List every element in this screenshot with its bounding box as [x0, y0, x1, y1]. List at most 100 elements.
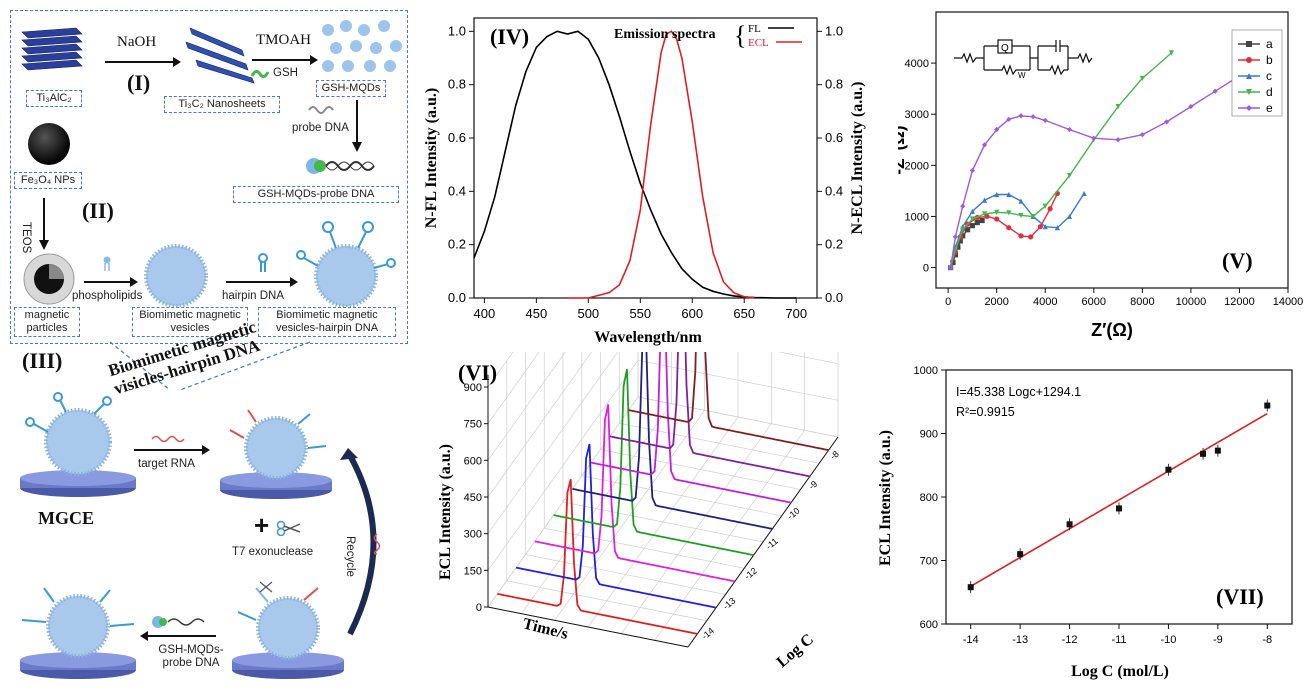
- y-tick-label: 900: [920, 429, 938, 441]
- electrode-vesicle-3-icon: [20, 587, 136, 679]
- mqds-dots-icon: [322, 20, 402, 72]
- y-tick-label-left: 0.8: [448, 77, 466, 92]
- series-e: [947, 60, 1262, 271]
- legend-label: d: [1266, 85, 1273, 99]
- data-point: [1139, 75, 1145, 82]
- arrow-tmoah-icon: [252, 55, 318, 65]
- arrow-left-icon: [140, 631, 216, 641]
- probe-dna-label: probe DNA: [292, 122, 349, 134]
- panel-VI-ylabel: ECL Intensity (a.u.): [437, 444, 454, 580]
- legend-label: a: [1266, 37, 1273, 51]
- hairpin-dna-label: hairpin DNA: [222, 290, 284, 302]
- y-tick-label-left: 0.2: [448, 237, 466, 252]
- recycle-label: Recycle: [344, 536, 356, 577]
- equivalent-circuit-icon: [954, 39, 1093, 76]
- nanosheets-box: Ti₃C₂ Nanosheets: [164, 96, 280, 113]
- nanosheets-icon: [185, 27, 255, 84]
- panel-IV-frame: [473, 17, 818, 299]
- panel-IV-xlabel: Wavelength/nm: [594, 329, 702, 346]
- data-point: [1246, 57, 1252, 63]
- dashed-connector: [109, 341, 311, 391]
- data-point: [1042, 203, 1048, 209]
- x-tick-label: -10: [1160, 634, 1176, 646]
- data-point: [1188, 103, 1194, 110]
- panel-V-ylabel: -Z″(Ω): [898, 125, 908, 174]
- y-tick-label-left: 1.0: [448, 23, 466, 38]
- z-axis: [687, 436, 839, 648]
- label-I: (I): [127, 70, 151, 95]
- y-tick-label: 600: [920, 619, 938, 631]
- y-tick-label-left: 0.6: [448, 130, 466, 145]
- y-tick-label: 750: [464, 419, 482, 431]
- legend-label: b: [1266, 53, 1273, 67]
- data-point: [1006, 116, 1012, 122]
- y-tick-label: 4000: [905, 58, 929, 70]
- series-line: [949, 62, 1260, 268]
- label-II: (II): [82, 198, 114, 223]
- x-tick-label: 600: [681, 306, 703, 321]
- ecl-trace: [609, 263, 811, 478]
- phospholipid-icon: [103, 256, 111, 271]
- magnetic-particles-box: magnetic particles: [14, 307, 80, 337]
- data-point: [1168, 50, 1175, 56]
- panel-VI-xlabel: Time/s: [521, 615, 570, 643]
- y-tick-label-right: 0.6: [825, 130, 843, 145]
- x-tick-label: 700: [785, 306, 807, 321]
- electrode-vesicle-2-icon: [220, 409, 332, 499]
- phospholipids-label: phospholipids: [72, 290, 143, 302]
- data-point: [1047, 206, 1053, 212]
- panel-IV-chart: 400 450 500 550 600 650 700 0.0 0.2 0.4 0.6 0.8 1.0 0…: [423, 17, 866, 346]
- ecl-trace: [628, 219, 829, 451]
- data-point: [960, 203, 966, 209]
- data-point: [1091, 135, 1097, 141]
- tmoah-label: TMOAH: [256, 32, 311, 48]
- data-point: [981, 211, 988, 217]
- data-point: [1214, 447, 1221, 454]
- x-tick-label: 500: [577, 306, 599, 321]
- data-point: [960, 233, 966, 239]
- ecl-trace: [534, 404, 736, 583]
- x-tick-label: 400: [474, 306, 496, 321]
- ecl-trace: [572, 324, 773, 530]
- data-point: [1042, 117, 1048, 123]
- panel-VI-label: (VI): [458, 360, 497, 385]
- t7-label: T7 exonuclease: [232, 546, 314, 558]
- gsh-label: GSH: [273, 67, 298, 79]
- rna-small-icon: [373, 533, 381, 555]
- data-point: [1264, 402, 1271, 409]
- data-point: [1081, 190, 1087, 197]
- y-tick-label: 700: [920, 556, 938, 568]
- x-tick-label: -13: [1012, 634, 1028, 646]
- target-rna-icon: [151, 435, 185, 443]
- data-point: [1066, 126, 1073, 133]
- series-line: [949, 193, 1085, 268]
- bio-vesicles-hairpin-box: Biomimetic magnetic vesicles-hairpin DNA: [258, 307, 396, 337]
- x-tick-label: 2000: [984, 296, 1008, 308]
- panel-VII-label: (VII): [1216, 584, 1264, 609]
- data-point: [1018, 233, 1024, 239]
- panel-IV-ylabel-left: N-FL Intensity (a.u.): [423, 88, 440, 228]
- legend-label: e: [1266, 101, 1273, 115]
- electrode-vesicle-1-icon: [20, 392, 136, 497]
- data-point: [1018, 113, 1024, 119]
- data-point: [994, 216, 1000, 222]
- label-III: (III): [22, 348, 63, 373]
- teos-label: TEOS: [20, 222, 32, 254]
- floor-grid-line: [587, 416, 739, 628]
- data-point: [1200, 450, 1207, 457]
- data-point: [1165, 466, 1172, 473]
- bio-vesicles-box: Biomimetic magnetic vesicles: [132, 307, 248, 337]
- emission-legend-title: Emission spectra: [614, 27, 716, 42]
- target-rna-label: target RNA: [138, 458, 195, 470]
- gsh-molecule-icon: [250, 69, 270, 79]
- plus-label: +: [254, 510, 270, 540]
- series-b: [947, 190, 1060, 271]
- x-tick-label: 8000: [1130, 296, 1154, 308]
- data-point: [1066, 172, 1073, 179]
- floor-grid-line: [621, 423, 772, 634]
- ecl-trace: [553, 369, 754, 556]
- data-point: [1246, 105, 1252, 111]
- panel-VII-chart: -14 -13 -12 -11 -10 -9 -8 600 700 800 900 1000 I=45…: [877, 365, 1293, 680]
- y-tick-label-right: 0.4: [825, 183, 843, 198]
- mxene-stack-icon: [21, 27, 83, 71]
